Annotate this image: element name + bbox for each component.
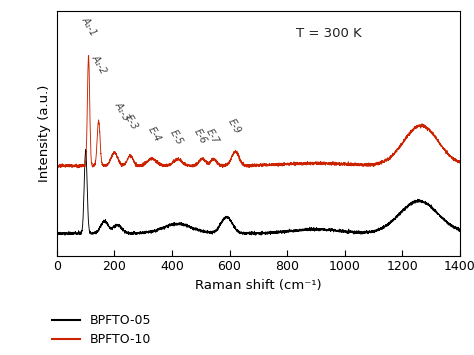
- Text: E-6: E-6: [192, 127, 209, 146]
- BPFTO-05: [227, 217, 233, 221]
- BPFTO-05: [445, 222, 450, 226]
- BPFTO-05: [425, 202, 430, 206]
- Text: E-3: E-3: [123, 113, 139, 132]
- Line: BPFTO-10: BPFTO-10: [57, 55, 460, 168]
- Text: A₁-1: A₁-1: [80, 15, 99, 37]
- BPFTO-05: [55, 231, 60, 235]
- Text: A₁-3: A₁-3: [113, 100, 132, 123]
- Line: BPFTO-05: BPFTO-05: [57, 149, 460, 235]
- BPFTO-10: [227, 159, 233, 163]
- Text: A₁-2: A₁-2: [90, 54, 109, 76]
- BPFTO-10: [74, 166, 80, 170]
- Text: E-7: E-7: [204, 127, 220, 146]
- BPFTO-05: [224, 215, 229, 219]
- BPFTO-10: [347, 163, 353, 167]
- Text: E-4: E-4: [146, 125, 163, 143]
- BPFTO-05: [246, 231, 252, 236]
- Legend: BPFTO-05, BPFTO-10: BPFTO-05, BPFTO-10: [47, 309, 156, 351]
- BPFTO-05: [83, 147, 89, 152]
- Text: T = 300 K: T = 300 K: [296, 27, 362, 40]
- BPFTO-05: [457, 228, 463, 232]
- BPFTO-10: [86, 53, 91, 58]
- BPFTO-10: [224, 163, 229, 168]
- Y-axis label: Intensity (a.u.): Intensity (a.u.): [38, 84, 51, 182]
- Text: E-5: E-5: [168, 128, 184, 146]
- BPFTO-10: [425, 127, 430, 131]
- Text: E-9: E-9: [226, 118, 242, 136]
- BPFTO-05: [347, 230, 353, 235]
- BPFTO-10: [55, 164, 60, 169]
- BPFTO-10: [246, 163, 252, 168]
- X-axis label: Raman shift (cm⁻¹): Raman shift (cm⁻¹): [195, 279, 322, 292]
- BPFTO-10: [457, 159, 463, 163]
- BPFTO-10: [445, 152, 450, 156]
- BPFTO-05: [253, 233, 259, 237]
